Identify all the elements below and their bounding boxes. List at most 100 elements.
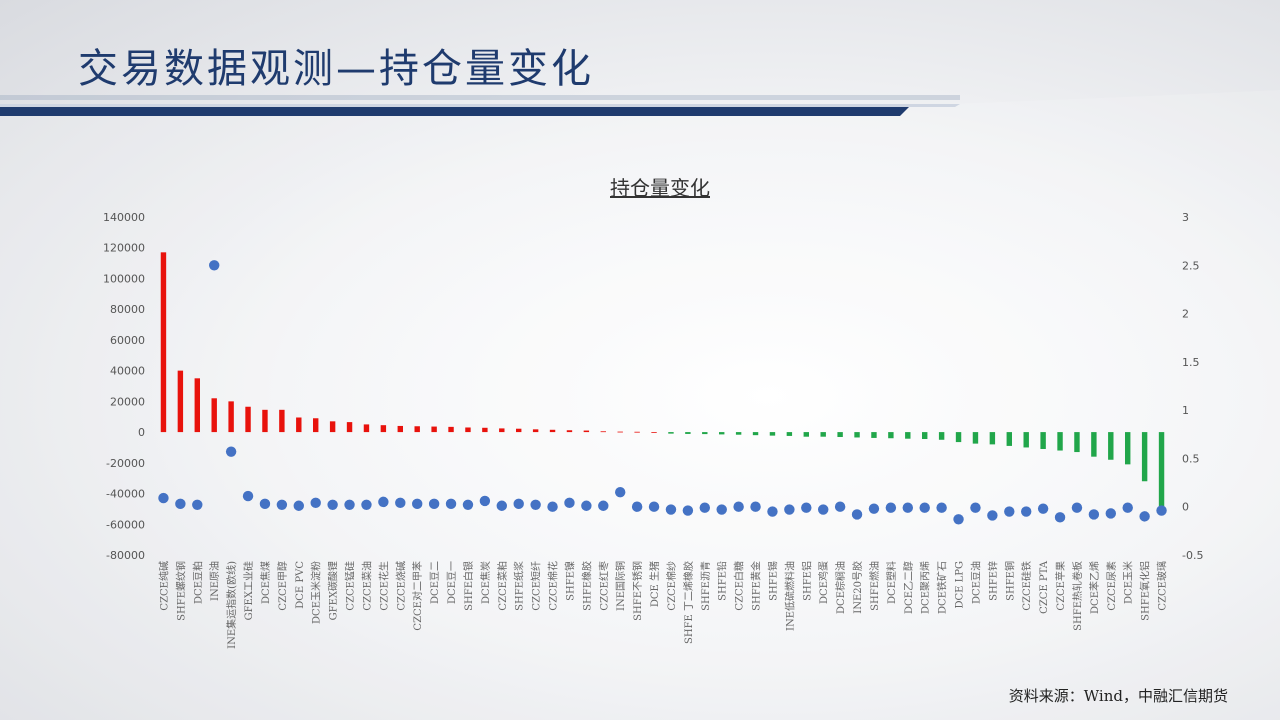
bar	[938, 432, 945, 440]
bar	[905, 432, 911, 439]
category-label: INE低硫燃料油	[783, 561, 796, 631]
category-label: SHFE纸浆	[513, 561, 526, 611]
y2-tick-label: 0	[1182, 501, 1189, 514]
category-label: SHFE铜	[1004, 561, 1016, 601]
bar	[634, 431, 640, 433]
y-tick-label: -40000	[106, 488, 145, 501]
category-label: CZCE红枣	[597, 561, 610, 611]
scatter-point	[902, 502, 913, 513]
bar	[583, 430, 590, 433]
scatter-point	[1139, 511, 1150, 522]
scatter-point	[1105, 508, 1116, 519]
bar	[888, 432, 894, 439]
scatter-point	[445, 498, 457, 510]
category-label: CZCE硅铁	[1020, 561, 1033, 611]
y-tick-label: 140000	[103, 211, 145, 224]
scatter-point	[818, 504, 829, 515]
bar	[1108, 432, 1114, 460]
category-label: SHFE锌	[986, 561, 999, 601]
bar	[448, 426, 454, 433]
scatter-point	[1156, 505, 1167, 516]
category-label: DCE塑料	[885, 561, 898, 604]
scatter-point	[192, 499, 203, 510]
category-label: SHFE螺纹钢	[174, 561, 187, 621]
y2-tick-label: 3	[1182, 211, 1189, 224]
category-label: DCE 生猪	[648, 561, 661, 607]
category-label: DCE LPG	[955, 561, 966, 609]
scatter-point	[513, 498, 524, 510]
bar	[1158, 432, 1165, 512]
scatter-point	[327, 499, 338, 510]
scatter-point	[310, 497, 321, 509]
scatter-point	[648, 501, 660, 512]
category-label: CZCE对二甲苯	[411, 561, 424, 631]
bar	[228, 401, 234, 433]
category-label: DCE焦煤	[259, 561, 272, 604]
scatter-point	[631, 501, 643, 512]
scatter-point	[682, 505, 694, 516]
bar	[1125, 432, 1131, 465]
bar	[465, 427, 471, 433]
scatter-point	[1037, 503, 1049, 514]
bar	[668, 432, 674, 434]
bar	[296, 417, 302, 433]
scatter-point	[412, 498, 423, 510]
bar	[702, 432, 708, 435]
category-label: DCE玉米淀粉	[310, 561, 323, 624]
scatter-point	[1088, 509, 1100, 520]
bar	[1091, 432, 1097, 457]
category-label: DCE豆油	[969, 561, 982, 604]
category-label: CZCE棉花	[547, 561, 560, 611]
scatter-point	[175, 498, 186, 510]
bar	[516, 428, 522, 433]
category-label: DCE豆二	[429, 561, 441, 604]
scatter-point	[242, 490, 254, 502]
bar	[922, 432, 928, 440]
scatter-point	[885, 502, 897, 513]
category-label: INE集运指数(欧线)	[225, 561, 238, 649]
bar	[685, 432, 691, 434]
y2-tick-label: 2	[1182, 308, 1189, 321]
bar	[1057, 432, 1063, 451]
category-label: DCE鸡蛋	[817, 561, 830, 604]
category-label: CZCE PTA	[1039, 560, 1050, 614]
scatter-point	[395, 497, 406, 509]
bar	[414, 426, 420, 433]
category-label: SHFE镍	[563, 561, 576, 601]
scatter-point	[259, 498, 271, 510]
bar	[549, 429, 556, 433]
category-label: CZCE烧碱	[394, 561, 407, 611]
bar	[735, 432, 742, 435]
category-label: CZCE短纤	[530, 561, 543, 611]
bar	[1141, 432, 1148, 482]
scatter-point	[378, 496, 389, 508]
bar	[279, 409, 285, 433]
scatter-point	[767, 506, 778, 517]
category-label: SHFE沥青	[699, 561, 712, 611]
title-underline-band	[0, 104, 960, 116]
category-label: CZCE甲醇	[276, 561, 289, 611]
scatter-point	[225, 446, 237, 457]
category-label: CZCE花生	[377, 561, 390, 611]
bar	[1006, 432, 1012, 446]
category-label: GFEX碳酸锂	[327, 561, 340, 620]
category-label: SHFE白银	[462, 561, 475, 611]
scatter-point	[615, 487, 626, 498]
bar	[719, 432, 725, 435]
scatter-point	[158, 492, 169, 504]
category-label: CZCE白糖	[733, 561, 746, 611]
category-label: CZCE纯碱	[157, 561, 170, 611]
scatter-point	[547, 501, 558, 512]
y-tick-label: 40000	[110, 365, 145, 378]
category-label: DCE苯乙烯	[1088, 561, 1101, 614]
bar	[346, 422, 353, 433]
category-label: SHFE不锈钢	[631, 561, 644, 621]
bar	[313, 418, 319, 433]
y-tick-label: 20000	[110, 395, 145, 408]
y2-tick-label: 2.5	[1182, 259, 1200, 272]
category-label: SHFE黄金	[750, 561, 763, 611]
category-label: INE原油	[208, 561, 221, 601]
category-label: DCE玉米	[1122, 561, 1135, 604]
